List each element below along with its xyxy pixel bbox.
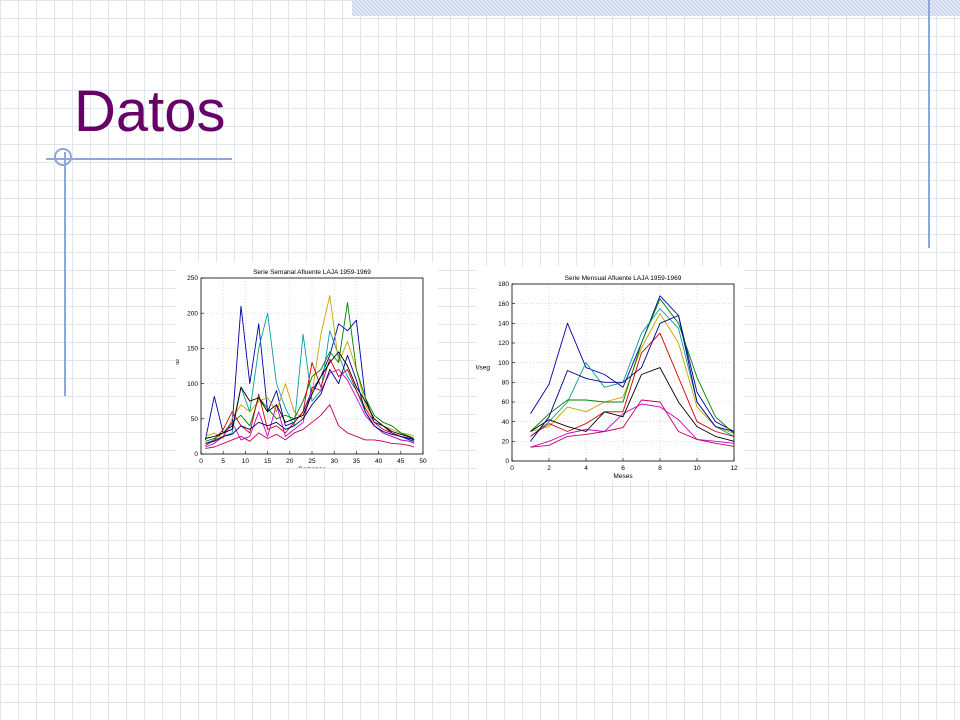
x-tick-label: 0 bbox=[199, 458, 203, 465]
y-axis-label: m3/seg bbox=[176, 358, 179, 365]
y-tick-label: 100 bbox=[498, 360, 509, 367]
series-line-8 bbox=[205, 354, 415, 444]
x-tick-label: 12 bbox=[730, 465, 738, 472]
y-tick-label: 160 bbox=[498, 301, 509, 308]
right-accent-rule bbox=[928, 0, 930, 248]
y-tick-label: 50 bbox=[191, 416, 199, 423]
title-underline-rule bbox=[46, 158, 232, 160]
weekly-flow-chart-svg: 0 5 10 15 20 25 30 35 40 45 50 0 50 100 150 200 250 Serie… bbox=[158, 269, 427, 473]
y-tick-label: 40 bbox=[502, 419, 510, 426]
y-tick-label: 200 bbox=[187, 310, 198, 317]
series-line-5 bbox=[530, 332, 735, 437]
series-line-9 bbox=[205, 404, 415, 449]
x-tick-label: 10 bbox=[693, 465, 701, 472]
y-tick-label: 120 bbox=[498, 340, 509, 347]
x-tick-label: 30 bbox=[331, 458, 339, 465]
series-line-7 bbox=[205, 351, 415, 441]
series-line-4 bbox=[205, 302, 415, 442]
y-tick-label: 20 bbox=[502, 439, 510, 446]
weekly-flow-chart: 0 5 10 15 20 25 30 35 40 45 50 0 50 100 150 200 250 Serie… bbox=[158, 262, 438, 473]
x-tick-label: 5 bbox=[221, 458, 225, 465]
y-tick-label: 0 bbox=[505, 458, 509, 465]
x-tick-label: 20 bbox=[286, 458, 294, 465]
series-line-6 bbox=[205, 369, 415, 448]
series-line-1 bbox=[530, 295, 735, 432]
x-tick-label: 25 bbox=[308, 458, 316, 465]
x-tick-label: 15 bbox=[264, 458, 272, 465]
y-tick-label: 140 bbox=[498, 321, 509, 328]
y-tick-label: 250 bbox=[187, 275, 198, 282]
x-tick-label: 35 bbox=[353, 458, 361, 465]
x-tick-label: 2 bbox=[547, 465, 551, 472]
slide-title: Datos bbox=[74, 79, 226, 144]
x-axis-label: Meses bbox=[613, 473, 633, 480]
x-tick-label: 50 bbox=[419, 458, 427, 465]
y-tick-label: 150 bbox=[187, 346, 198, 353]
series-line-7 bbox=[530, 367, 735, 442]
chart-title: Serie Mensual Afluente LAJA 1959-1969 bbox=[565, 275, 682, 282]
y-axis-label: m3/seg bbox=[476, 365, 490, 372]
x-tick-label: 4 bbox=[584, 465, 588, 472]
y-tick-label: 60 bbox=[502, 399, 510, 406]
x-tick-label: 45 bbox=[397, 458, 405, 465]
y-tick-label: 0 bbox=[194, 451, 198, 458]
x-tick-label: 0 bbox=[510, 465, 514, 472]
x-tick-label: 10 bbox=[242, 458, 250, 465]
header-band bbox=[352, 0, 960, 16]
y-tick-label: 100 bbox=[187, 381, 198, 388]
y-tick-label: 80 bbox=[502, 380, 510, 387]
title-bullet-ring bbox=[54, 148, 72, 166]
monthly-flow-chart: 0 2 4 6 8 10 12 0 20 40 60 80 100 120 140 160 180 Serie M… bbox=[469, 266, 744, 480]
series-line-4 bbox=[530, 298, 735, 434]
series-line-9 bbox=[530, 399, 735, 448]
chart-title: Serie Semanal Afluente LAJA 1959-1969 bbox=[253, 269, 371, 276]
series-line-8 bbox=[530, 315, 735, 442]
x-tick-label: 40 bbox=[375, 458, 383, 465]
x-tick-label: 8 bbox=[658, 465, 662, 472]
y-tick-label: 180 bbox=[498, 281, 509, 288]
x-axis-label: Semanas bbox=[298, 466, 326, 468]
left-accent-rule bbox=[64, 152, 66, 396]
x-tick-label: 6 bbox=[621, 465, 625, 472]
